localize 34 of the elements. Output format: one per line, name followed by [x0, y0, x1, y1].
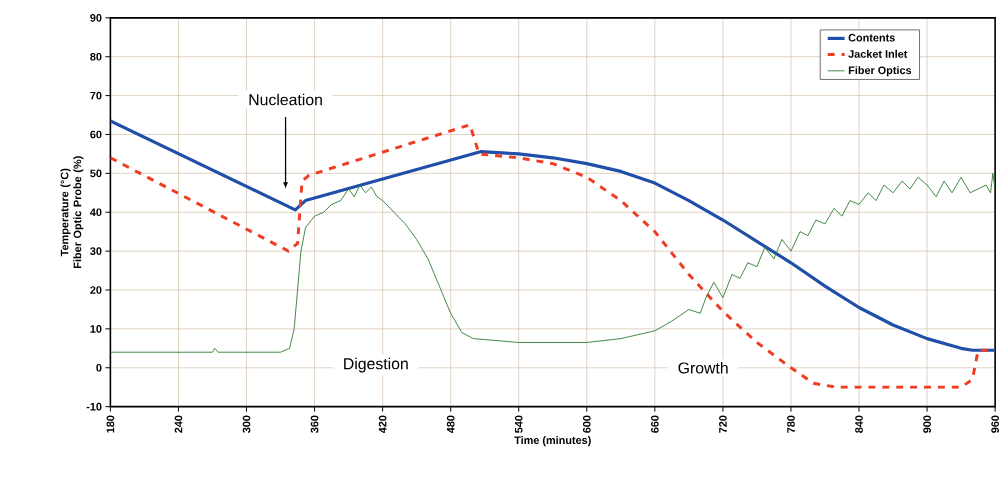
legend-label: Jacket Inlet — [848, 49, 908, 58]
x-tick-label: 660 — [651, 415, 659, 433]
x-tick-label: 360 — [310, 415, 319, 433]
y-tick-label: 70 — [90, 91, 102, 100]
x-tick-label: 420 — [378, 415, 387, 434]
legend-label: Fiber Optics — [848, 66, 912, 77]
x-tick-label: 240 — [174, 415, 183, 433]
x-tick-label: 780 — [787, 415, 795, 433]
y-tick-label: 60 — [90, 130, 102, 139]
y-tick-label: 90 — [90, 13, 102, 22]
y-tick-label: 50 — [90, 169, 102, 178]
legend-label: Contents — [848, 33, 895, 42]
y-tick-label: 30 — [90, 247, 102, 255]
y-tick-label: -10 — [86, 402, 102, 411]
annotation: Growth — [678, 361, 728, 374]
x-tick-label: 960 — [991, 415, 999, 433]
x-tick-label: 600 — [582, 415, 591, 433]
y-axis-title: Temperature (°C) Fiber Optic Probe (%) — [60, 156, 84, 268]
line-series — [110, 172, 996, 353]
x-tick-label: 480 — [446, 415, 455, 434]
y-tick-label: 80 — [90, 52, 102, 61]
y-tick-label: 40 — [90, 208, 102, 217]
y-tick-label: 0 — [96, 363, 102, 372]
x-tick-label: 180 — [106, 415, 115, 433]
y-tick-label: 20 — [90, 286, 102, 294]
x-axis-title: Time (minutes) — [514, 436, 591, 447]
x-tick-label: 840 — [855, 415, 863, 433]
x-tick-label: 540 — [514, 415, 523, 433]
x-tick-label: 900 — [923, 415, 931, 433]
x-tick-label: 720 — [719, 415, 727, 433]
annotation: Digestion — [344, 357, 408, 373]
y-tick-label: 10 — [90, 325, 102, 333]
x-tick-label: 300 — [242, 415, 251, 433]
annotation: Nucleation — [249, 93, 322, 106]
